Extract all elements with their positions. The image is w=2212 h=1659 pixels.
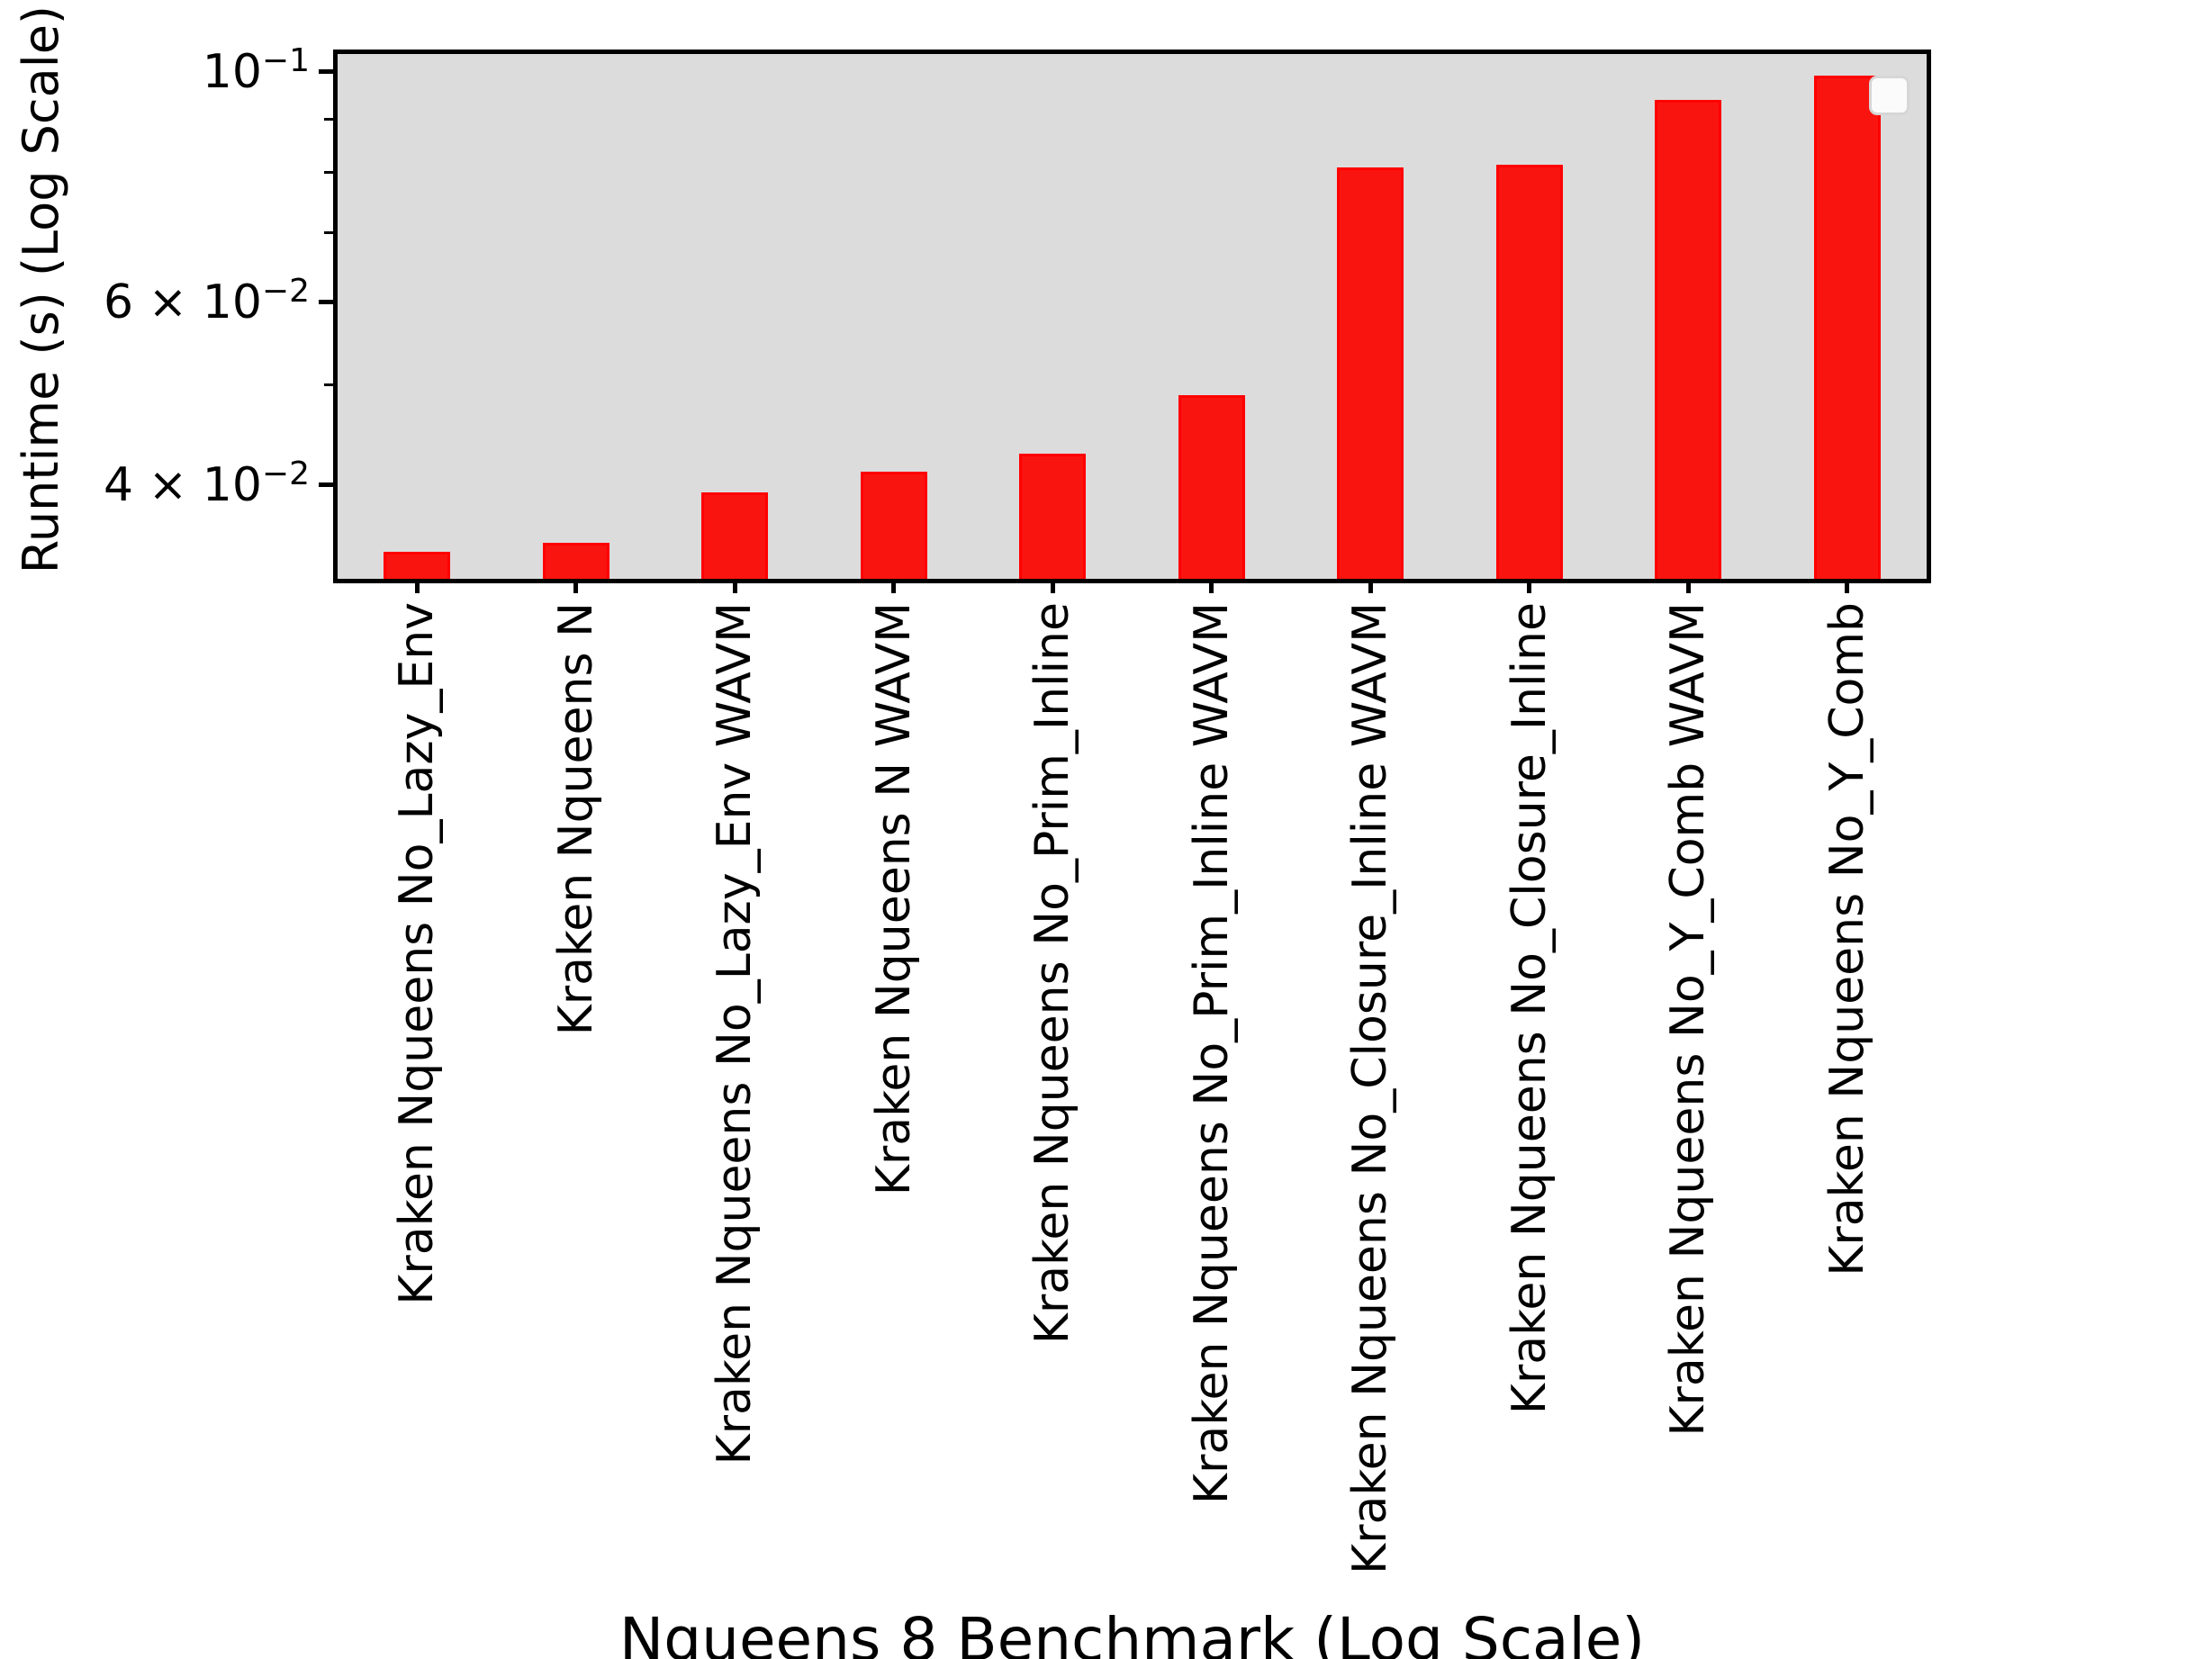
y-tick-label-1: 6 × 10−2 [104,272,310,329]
x-axis-title: Nqueens 8 Benchmark (Log Scale) [618,1605,1646,1659]
bar-4 [1019,453,1087,579]
bar-8 [1655,99,1722,579]
bar-6 [1337,167,1404,579]
x-tick-6 [1368,579,1373,593]
x-tick-label-3: Kraken Nqueens N WAVM [866,602,921,1196]
y-minor-tick-2 [324,230,333,234]
bar-7 [1495,165,1563,579]
x-tick-label-7: Kraken Nqueens No_Closure_Inline [1502,602,1557,1415]
x-tick-4 [1050,579,1055,593]
bar-5 [1178,395,1245,579]
y-major-tick-1 [319,300,333,305]
x-tick-label-5: Kraken Nqueens No_Prim_Inline WAVM [1184,602,1239,1505]
x-tick-label-6: Kraken Nqueens No_Closure_Inline WAVM [1343,602,1398,1574]
bar-0 [384,552,451,579]
x-tick-3 [891,579,897,593]
x-tick-label-4: Kraken Nqueens No_Prim_Inline [1025,602,1080,1345]
x-tick-5 [1209,579,1214,593]
x-tick-label-8: Kraken Nqueens No_Y_Comb WAVM [1661,602,1716,1437]
bar-3 [860,472,927,579]
y-major-tick-0 [319,69,333,75]
x-tick-0 [414,579,420,593]
legend-box [1869,76,1910,115]
x-tick-label-1: Kraken Nqueens N [548,602,603,1036]
x-tick-1 [573,579,579,593]
x-tick-2 [732,579,737,593]
x-tick-label-2: Kraken Nqueens No_Lazy_Env WAVM [708,602,763,1465]
y-minor-tick-0 [324,117,333,121]
y-tick-label-2: 4 × 10−2 [104,455,310,512]
bar-1 [542,542,609,579]
x-tick-7 [1527,579,1532,593]
bar-2 [701,491,769,579]
y-minor-tick-1 [324,171,333,174]
x-tick-label-9: Kraken Nqueens No_Y_Comb [1819,602,1874,1276]
x-tick-9 [1845,579,1850,593]
y-minor-tick-3 [324,383,333,386]
y-major-tick-2 [319,482,333,488]
bar-9 [1813,76,1881,579]
x-tick-label-0: Kraken Nqueens No_Lazy_Env [390,602,445,1305]
y-tick-label-0: 10−1 [202,41,310,99]
x-tick-8 [1685,579,1691,593]
